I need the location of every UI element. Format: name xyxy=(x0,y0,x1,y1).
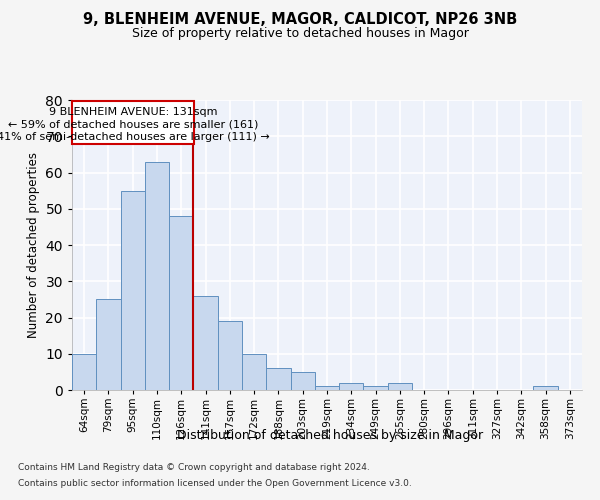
Text: ← 59% of detached houses are smaller (161): ← 59% of detached houses are smaller (16… xyxy=(8,120,259,130)
Bar xyxy=(121,190,145,390)
Text: 9 BLENHEIM AVENUE: 131sqm: 9 BLENHEIM AVENUE: 131sqm xyxy=(49,107,217,117)
Bar xyxy=(533,386,558,390)
Bar xyxy=(193,296,218,390)
Y-axis label: Number of detached properties: Number of detached properties xyxy=(27,152,40,338)
Bar xyxy=(388,383,412,390)
Text: Size of property relative to detached houses in Magor: Size of property relative to detached ho… xyxy=(131,28,469,40)
Bar xyxy=(218,321,242,390)
Bar xyxy=(242,354,266,390)
Bar xyxy=(169,216,193,390)
Text: Contains HM Land Registry data © Crown copyright and database right 2024.: Contains HM Land Registry data © Crown c… xyxy=(18,464,370,472)
Text: Distribution of detached houses by size in Magor: Distribution of detached houses by size … xyxy=(177,428,483,442)
Bar xyxy=(315,386,339,390)
Bar xyxy=(72,354,96,390)
Text: 9, BLENHEIM AVENUE, MAGOR, CALDICOT, NP26 3NB: 9, BLENHEIM AVENUE, MAGOR, CALDICOT, NP2… xyxy=(83,12,517,28)
Bar xyxy=(364,386,388,390)
Bar xyxy=(266,368,290,390)
Text: 41% of semi-detached houses are larger (111) →: 41% of semi-detached houses are larger (… xyxy=(0,132,269,142)
Bar xyxy=(290,372,315,390)
Bar xyxy=(339,383,364,390)
Bar xyxy=(96,300,121,390)
Bar xyxy=(145,162,169,390)
Text: Contains public sector information licensed under the Open Government Licence v3: Contains public sector information licen… xyxy=(18,478,412,488)
FancyBboxPatch shape xyxy=(73,102,194,144)
